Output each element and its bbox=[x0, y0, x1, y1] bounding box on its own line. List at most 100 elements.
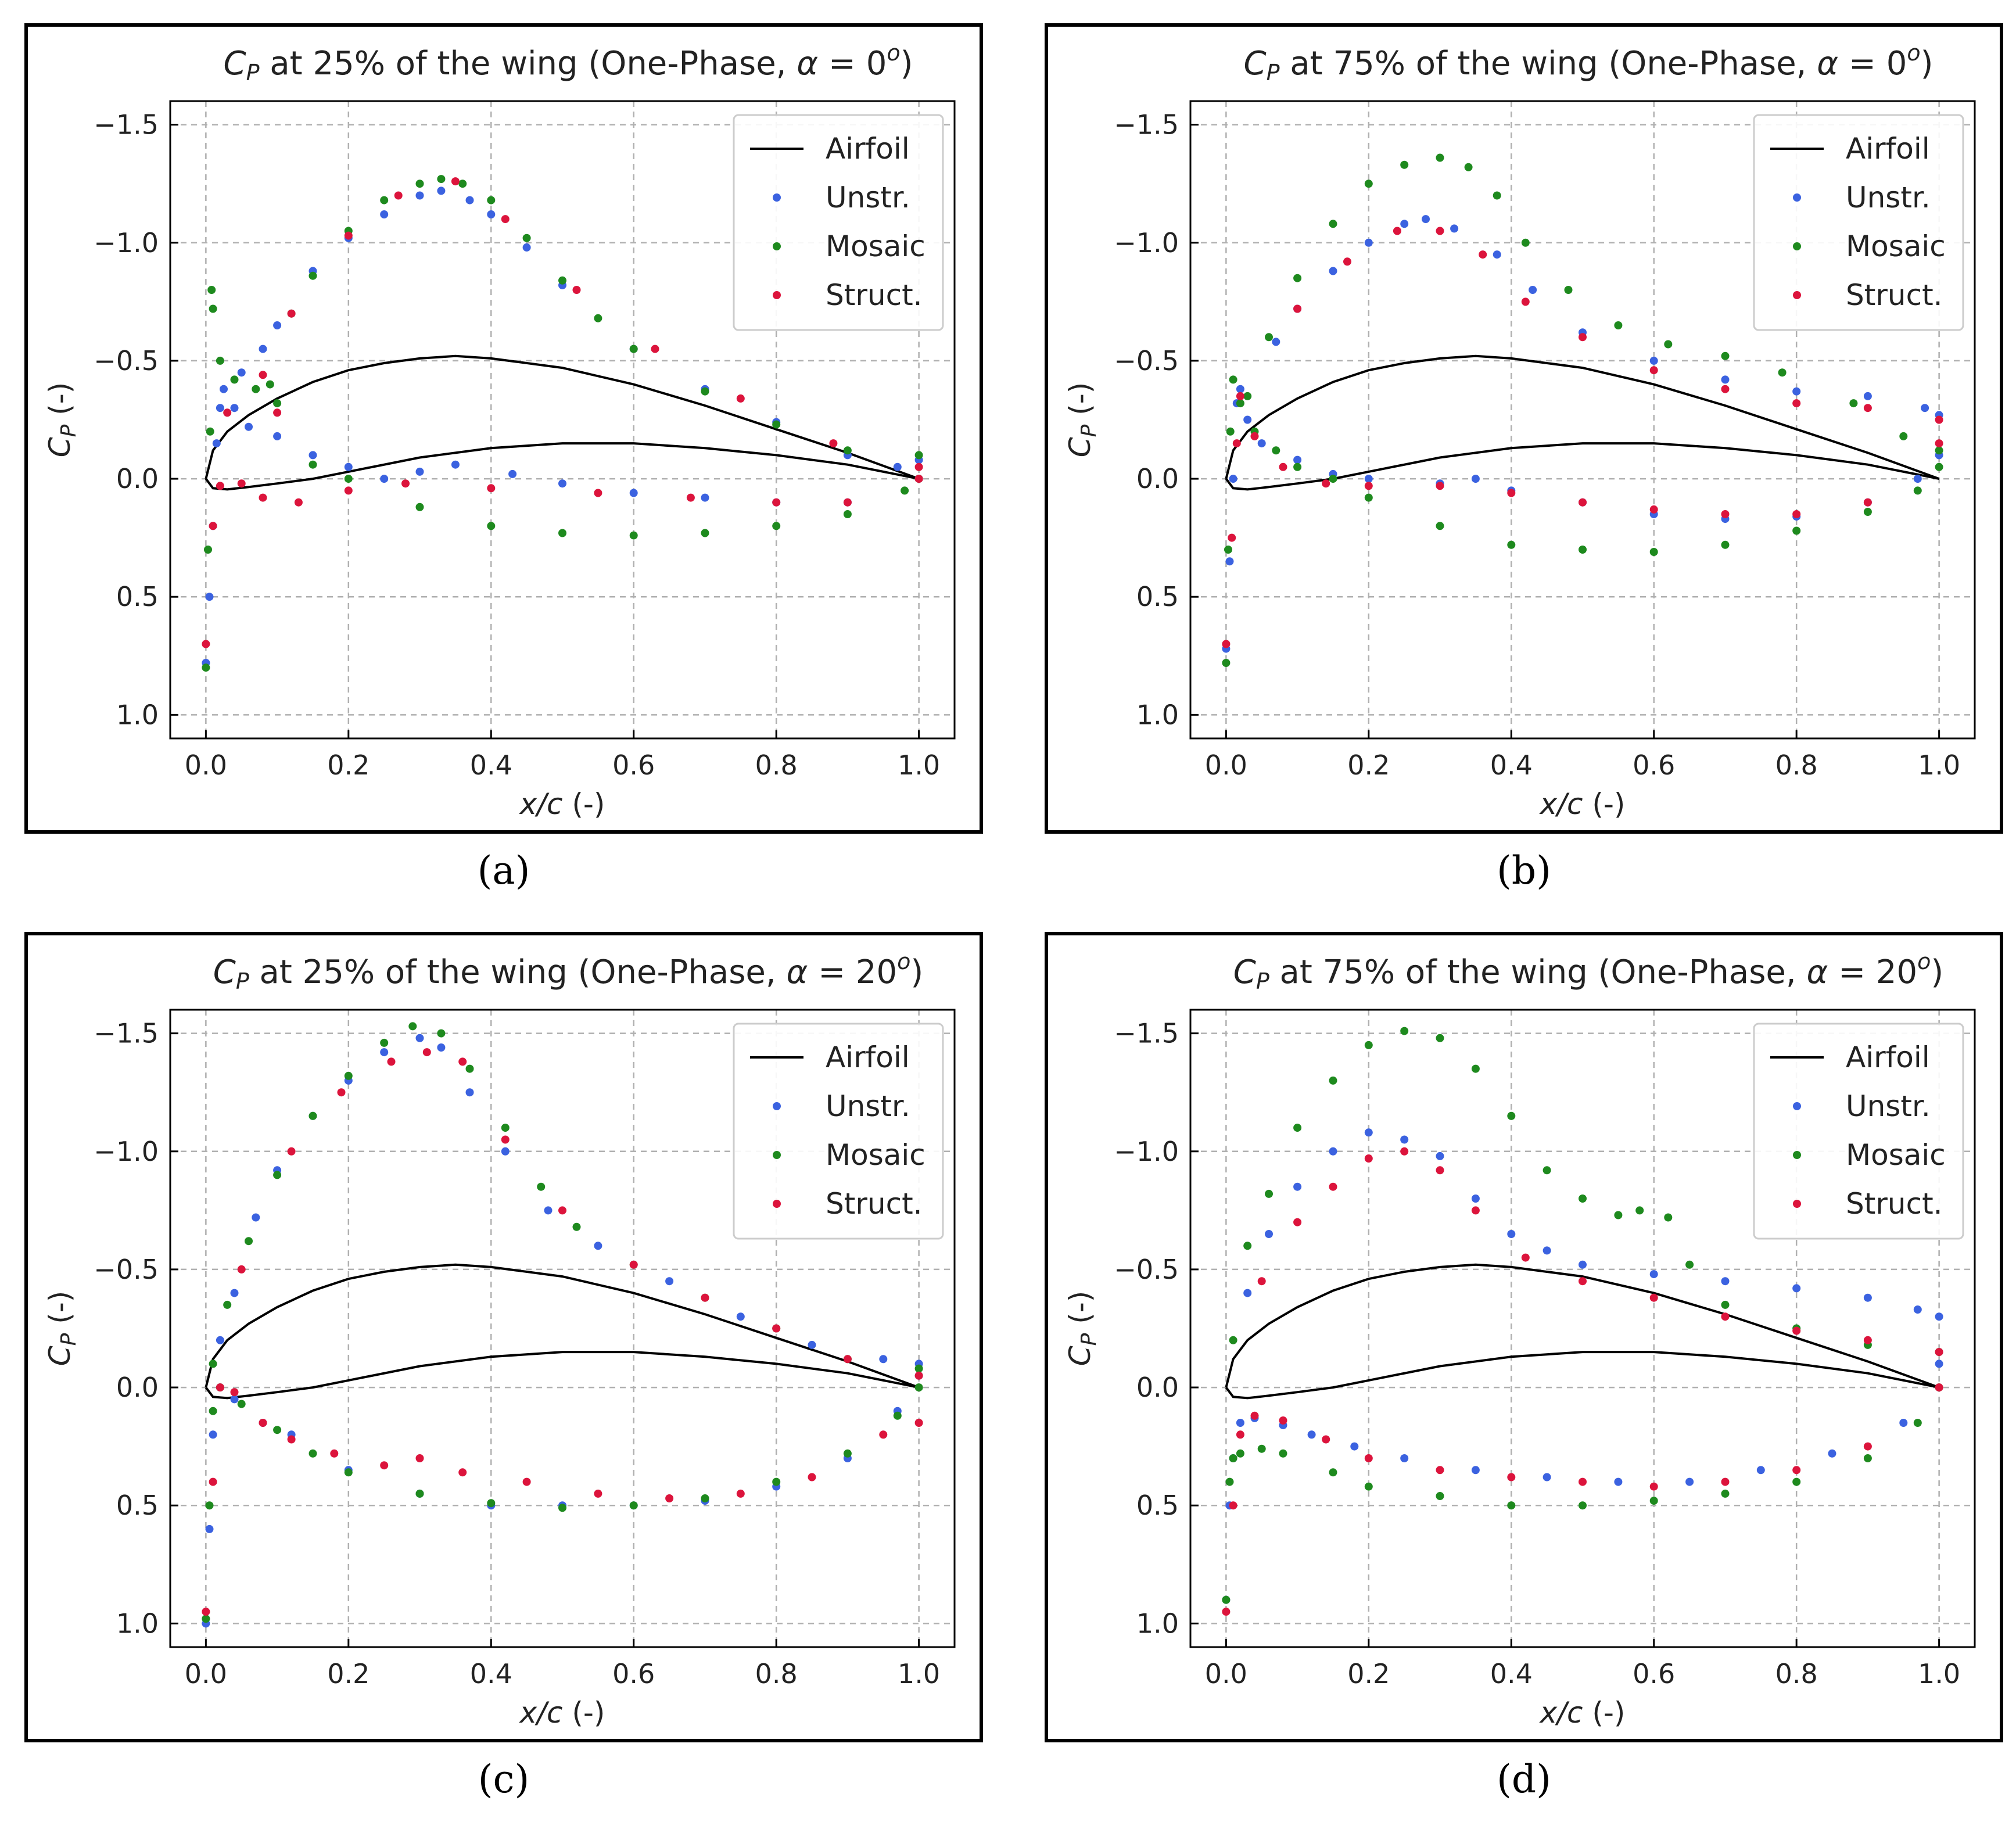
data-point bbox=[202, 1615, 210, 1623]
data-point bbox=[207, 286, 216, 294]
data-point bbox=[1649, 548, 1658, 556]
data-point bbox=[1935, 1383, 1943, 1392]
y-tick-label: 0.5 bbox=[116, 1490, 159, 1521]
y-axis-unit: (-) bbox=[43, 1291, 77, 1333]
chart-title: CP at 75% of the wing (One-Phase, α = 20… bbox=[1233, 949, 1944, 994]
data-point bbox=[1329, 1147, 1337, 1156]
data-point bbox=[1364, 1041, 1373, 1049]
data-point bbox=[266, 380, 274, 389]
data-point bbox=[216, 404, 224, 412]
data-point bbox=[1479, 250, 1487, 259]
data-point bbox=[1450, 224, 1459, 233]
data-point bbox=[202, 640, 210, 648]
data-point bbox=[1329, 1468, 1337, 1477]
data-point bbox=[1436, 522, 1444, 530]
data-point bbox=[772, 498, 781, 507]
data-point bbox=[230, 404, 239, 412]
data-point bbox=[1935, 1312, 1943, 1321]
legend-label: Mosaic bbox=[1846, 1138, 1946, 1172]
data-point bbox=[237, 368, 246, 377]
data-point bbox=[1236, 1449, 1244, 1458]
data-point bbox=[1471, 1195, 1480, 1203]
data-point bbox=[1579, 498, 1587, 507]
data-point bbox=[1364, 475, 1373, 483]
legend-marker bbox=[773, 291, 781, 299]
data-point bbox=[1493, 250, 1501, 259]
data-point bbox=[544, 1206, 553, 1215]
data-point bbox=[1364, 493, 1373, 502]
data-point bbox=[914, 1383, 923, 1392]
data-point bbox=[1279, 1449, 1287, 1458]
legend-box bbox=[1753, 114, 1964, 331]
airfoil-upper-line bbox=[1225, 1263, 1940, 1389]
data-point bbox=[487, 210, 496, 218]
data-point bbox=[1721, 1312, 1730, 1321]
data-point bbox=[558, 1504, 566, 1512]
data-point bbox=[1329, 220, 1337, 228]
data-point bbox=[1293, 455, 1302, 464]
data-point bbox=[237, 479, 246, 488]
data-point bbox=[380, 475, 389, 483]
data-point bbox=[1293, 1182, 1302, 1191]
legend: Airfoil Unstr. Mosaic Struct. bbox=[733, 1023, 944, 1240]
x-tick-label: 0.6 bbox=[612, 749, 655, 781]
data-point bbox=[1471, 475, 1480, 483]
x-tick-label: 0.4 bbox=[470, 1658, 512, 1689]
data-point bbox=[501, 1135, 510, 1144]
data-point bbox=[344, 1468, 353, 1477]
chart-title: CP at 25% of the wing (One-Phase, α = 20… bbox=[213, 949, 924, 994]
data-point bbox=[1293, 1218, 1302, 1226]
data-point bbox=[252, 1213, 260, 1222]
data-point bbox=[1863, 392, 1872, 400]
legend-marker bbox=[773, 193, 781, 202]
airfoil-series bbox=[205, 354, 920, 491]
data-point bbox=[1921, 404, 1929, 412]
data-point bbox=[1521, 297, 1530, 306]
data-point bbox=[1279, 462, 1287, 471]
data-point bbox=[522, 1477, 531, 1486]
y-tick-label: 0.0 bbox=[116, 463, 159, 494]
airfoil-upper-line bbox=[1225, 354, 1940, 480]
data-point bbox=[594, 1489, 602, 1498]
data-point bbox=[287, 1435, 296, 1444]
data-point bbox=[1935, 1348, 1943, 1357]
data-point bbox=[1236, 1430, 1244, 1439]
y-axis-unit: (-) bbox=[43, 382, 77, 425]
y-axis-var-sub: P bbox=[1077, 1333, 1101, 1346]
legend-label: Unstr. bbox=[826, 181, 910, 214]
data-point bbox=[843, 1449, 852, 1458]
data-point bbox=[451, 177, 460, 186]
title-cp: C bbox=[213, 953, 236, 991]
legend-box bbox=[1753, 1023, 1964, 1240]
y-tick-label: −1.0 bbox=[94, 1136, 159, 1167]
data-point bbox=[273, 408, 282, 417]
data-point bbox=[1307, 1430, 1316, 1439]
y-tick-label: −1.0 bbox=[94, 227, 159, 259]
y-axis-label: CP (-) bbox=[43, 1291, 81, 1366]
data-point bbox=[437, 1029, 446, 1038]
data-point bbox=[209, 1477, 217, 1486]
data-point bbox=[1232, 439, 1241, 448]
data-point bbox=[1792, 387, 1801, 396]
data-point bbox=[1649, 1270, 1658, 1279]
data-point bbox=[1229, 1501, 1237, 1510]
data-point bbox=[1863, 1454, 1872, 1462]
legend-marker bbox=[773, 1151, 781, 1159]
data-point bbox=[415, 1034, 424, 1042]
panel-a: 0.0 0.2 0.4 0.6 0.8 1.0 −1.5 −1.0 −0.5 0.0 0.5 1.0 C… bbox=[24, 23, 983, 834]
y-tick-label: −0.5 bbox=[1114, 1254, 1179, 1285]
x-axis-label: x/c (-) bbox=[519, 1696, 605, 1730]
data-point bbox=[1685, 1260, 1694, 1269]
x-tick-label: 0.2 bbox=[1347, 1658, 1390, 1689]
title-close: ) bbox=[1921, 45, 1934, 82]
data-point bbox=[344, 475, 353, 483]
title-alpha-value: = 20 bbox=[808, 953, 897, 991]
data-point bbox=[415, 467, 424, 476]
data-point bbox=[736, 394, 745, 403]
data-point bbox=[1228, 533, 1236, 542]
data-point bbox=[629, 1501, 638, 1510]
y-tick-label: −1.5 bbox=[94, 109, 159, 141]
data-point bbox=[1225, 1477, 1234, 1486]
data-point bbox=[1935, 439, 1943, 448]
data-point bbox=[1863, 498, 1872, 507]
